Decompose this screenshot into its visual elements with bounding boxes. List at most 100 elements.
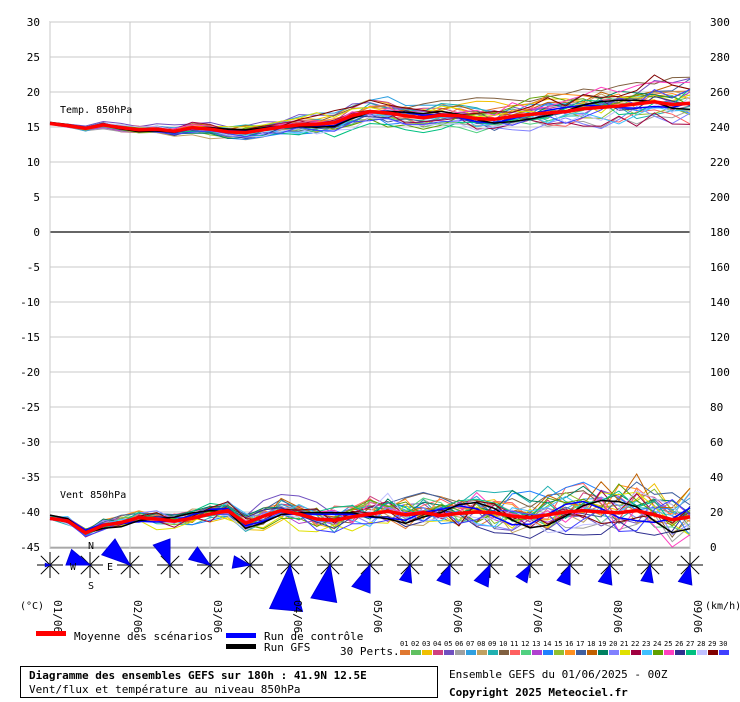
x-tick-label: 02/06 [131,600,144,633]
wind-rose-spoke [40,564,51,575]
wind-rose [310,552,343,604]
left-tick-label: 25 [27,51,40,64]
pert-label: 23 [642,640,651,648]
wind-rose [351,552,383,594]
wind-rose-spoke [409,555,420,566]
wind-rose [231,552,263,578]
wind-wedge [310,563,338,604]
legend-gfs-swatch [226,644,256,649]
left-tick-label: 15 [27,121,40,134]
pert-label: 01 [400,640,409,648]
legend-gfs-label: Run GFS [264,641,311,654]
wind-rose-spoke [600,555,611,566]
wind-rose [556,552,583,586]
left-tick-label: -30 [20,436,40,449]
wind-rose-spoke [529,564,540,575]
legend-perts-label: 30 Perts. [340,645,400,658]
left-tick-label: -45 [20,541,40,554]
pert-swatch [455,650,465,655]
wind-rose [515,552,543,584]
wind-rose-spoke [369,564,380,575]
footer-title: Diagramme des ensembles GEFS sur 180h : … [29,669,367,682]
right-tick-label: 260 [710,86,730,99]
x-tick-label: 07/06 [531,600,544,633]
wind-rose-spoke [409,564,420,575]
right-tick-label: 280 [710,51,730,64]
wind-direction-row [37,538,703,612]
wind-rose-spoke [160,564,171,575]
wind-rose-spoke [289,555,300,566]
left-tick-label: -35 [20,471,40,484]
pert-swatch [510,650,520,655]
wind-rose [473,552,503,588]
pert-label: 24 [653,640,662,648]
pert-label: 15 [554,640,563,648]
wind-rose-spoke [129,564,140,575]
wind-rose-spoke [80,564,91,575]
footer-right: Ensemble GEFS du 01/06/2025 - 00Z Copyri… [449,666,668,702]
pert-label: 26 [675,640,684,648]
right-tick-label: 20 [710,506,723,519]
legend-control-swatch [226,633,256,638]
chart-series [49,74,691,548]
right-tick-label: 160 [710,261,730,274]
legend-control-label: Run de contrôle [264,630,364,643]
pert-swatch [708,650,718,655]
pert-swatch [719,650,729,655]
wind-rose-spoke [489,555,500,566]
pert-swatch [642,650,652,655]
pert-swatch [532,650,542,655]
pert-label: 10 [499,640,508,648]
wind-rose [436,552,463,586]
wind-rose [187,546,223,578]
footer-run: Ensemble GEFS du 01/06/2025 - 00Z [449,668,668,681]
temp-panel-label: Temp. 850hPa [60,105,132,116]
legend-mean-swatch [36,631,66,636]
pert-swatch [411,650,421,655]
wind-rose-spoke [689,564,700,575]
legend-perts: 01 02 03 04 05 06 07 08 09 10 11 12 13 14 15 16 17 18 19 20… [400,640,732,660]
wind-rose-spoke [280,564,291,575]
pert-swatch [631,650,641,655]
wind-rose-spoke [449,555,460,566]
wind-rose-spoke [49,564,60,575]
wind-panel-label: Vent 850hPa [60,490,126,501]
pert-swatch [422,650,432,655]
wind-rose-spoke [569,564,580,575]
wind-rose-spoke [649,564,660,575]
wind-rose-spoke [89,564,100,575]
wind-rose-spoke [249,555,260,566]
wind-rose-spoke [640,555,651,566]
wind-member-line [49,491,691,548]
x-tick-label: 05/06 [371,600,384,633]
left-tick-label: -15 [20,331,40,344]
wind-rose-spoke [529,555,540,566]
right-tick-label: 60 [710,436,723,449]
footer-copyright: Copyright 2025 Meteociel.fr [449,686,628,699]
wind-rose [100,538,143,578]
right-tick-label: 200 [710,191,730,204]
right-tick-label: 220 [710,156,730,169]
pert-label: 02 [411,640,420,648]
left-tick-label: -40 [20,506,40,519]
right-tick-label: 140 [710,296,730,309]
wind-rose-spoke [400,555,411,566]
wind-rose-spoke [240,555,251,566]
temp-member-line [49,96,691,138]
pert-label: 05 [444,640,453,648]
pert-label: 30 [719,640,728,648]
wind-wedge [515,563,531,584]
right-tick-label: 180 [710,226,730,239]
wind-wedge [640,563,654,584]
wind-rose-spoke [120,564,131,575]
left-tick-label: -5 [27,261,40,274]
wind-rose-spoke [680,555,691,566]
wind-rose [65,548,103,578]
pert-swatch [686,650,696,655]
pert-swatch [664,650,674,655]
pert-label: 11 [510,640,519,648]
wind-rose-spoke [569,555,580,566]
wind-wedge [677,563,693,586]
wind-wedge [44,562,52,568]
left-tick-label: 30 [27,16,40,29]
